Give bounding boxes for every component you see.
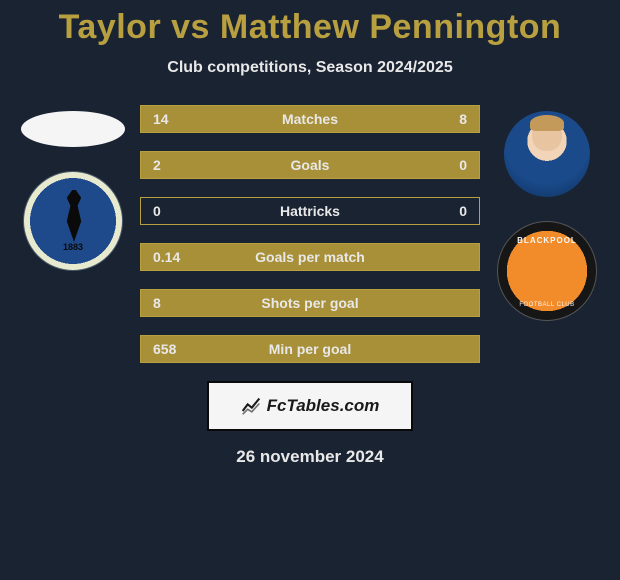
stat-value-left: 8 [141,295,221,311]
right-player-column [492,105,602,321]
date-label: 26 november 2024 [0,447,620,467]
club-badge-blackpool [497,221,597,321]
stat-value-right: 8 [399,111,479,127]
stat-value-left: 0.14 [141,249,221,265]
stat-value-left: 2 [141,157,221,173]
stat-row: 14Matches8 [140,105,480,133]
stat-row: 8Shots per goal [140,289,480,317]
page-title: Taylor vs Matthew Pennington [0,8,620,47]
stat-value-right: 0 [399,203,479,219]
stat-row: 0.14Goals per match [140,243,480,271]
comparison-panel: 14Matches82Goals00Hattricks00.14Goals pe… [0,105,620,363]
stat-row: 2Goals0 [140,151,480,179]
chart-icon [241,396,261,416]
stat-value-left: 0 [141,203,221,219]
player-photo-placeholder [21,111,125,147]
stat-label: Shots per goal [221,295,399,311]
player-photo [504,111,590,197]
stat-bars: 14Matches82Goals00Hattricks00.14Goals pe… [140,105,480,363]
stat-label: Min per goal [221,341,399,357]
stat-label: Matches [221,111,399,127]
stat-row: 658Min per goal [140,335,480,363]
subtitle: Club competitions, Season 2024/2025 [0,59,620,77]
stat-value-left: 14 [141,111,221,127]
stat-label: Hattricks [221,203,399,219]
stat-row: 0Hattricks0 [140,197,480,225]
branding-box[interactable]: FcTables.com [207,381,413,431]
club-badge-bristol-rovers [23,171,123,271]
stat-value-right: 0 [399,157,479,173]
stat-value-left: 658 [141,341,221,357]
branding-label: FcTables.com [267,396,380,416]
stat-label: Goals [221,157,399,173]
left-player-column [18,105,128,271]
stat-label: Goals per match [221,249,399,265]
